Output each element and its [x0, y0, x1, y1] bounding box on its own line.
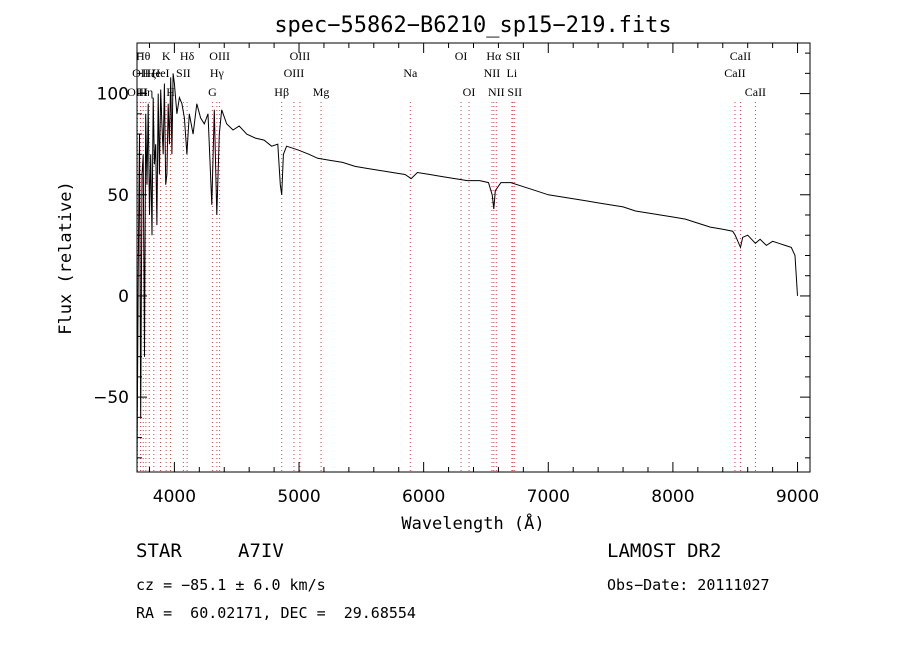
y-tick-label: 50: [107, 186, 129, 206]
line-label: OI: [455, 49, 468, 63]
x-axis-label: Wavelength (Å): [401, 512, 544, 534]
line-label: CaII: [730, 49, 751, 63]
survey-name: LAMOST DR2: [607, 540, 722, 562]
y-axis-label: Flux (relative): [56, 181, 76, 335]
object-class: STAR: [136, 540, 182, 562]
y-tick-label: 100: [97, 85, 129, 105]
line-label: Hζ: [142, 66, 156, 80]
line-label: G: [208, 85, 217, 99]
chart-title: spec−55862−B6210_sp15−219.fits: [274, 13, 671, 38]
redshift-text: cz = −85.1 ± 6.0 km/s: [136, 576, 326, 594]
line-label: SII: [506, 49, 521, 63]
line-label: Na: [403, 66, 418, 80]
x-tick-label: 5000: [277, 487, 320, 507]
y-tick-label: −50: [93, 388, 129, 408]
y-tick-label: 0: [118, 287, 129, 307]
line-label: OI: [463, 85, 476, 99]
line-label: Hβ: [274, 85, 289, 99]
x-tick-label: 9000: [776, 487, 819, 507]
obs-date: Obs−Date: 20111027: [607, 576, 770, 594]
emission-line-labels: OIIIOIIHθHηHζHeHeIKHSIIHδGHγOIIIHβOIIIOI…: [127, 49, 766, 99]
line-label: Hδ: [180, 49, 195, 63]
line-label: K: [162, 49, 171, 63]
x-tick-label: 6000: [402, 487, 445, 507]
line-label: Hγ: [210, 66, 225, 80]
line-label: CaII: [745, 85, 766, 99]
axis-tick-labels: 4000 5000 6000 7000 8000 9000 −50 0 50 100: [93, 85, 819, 507]
line-label: HeI: [152, 66, 170, 80]
x-tick-label: 4000: [153, 487, 196, 507]
line-label: Li: [507, 66, 518, 80]
plot-frame: [136, 42, 811, 473]
line-label: OIII: [284, 66, 305, 80]
line-label: Hη: [138, 85, 153, 99]
line-label: CaII: [724, 66, 745, 80]
line-label: OIII: [209, 49, 230, 63]
x-tick-label: 7000: [527, 487, 570, 507]
line-label: Mg: [313, 85, 330, 99]
axis-ticks: [137, 43, 810, 472]
line-label: NII: [484, 66, 501, 80]
emission-lines: [136, 102, 756, 472]
x-tick-label: 8000: [651, 487, 694, 507]
object-subclass: A7IV: [238, 540, 284, 562]
line-label: OIII: [290, 49, 311, 63]
line-label: NII: [488, 85, 505, 99]
line-label: He: [147, 66, 161, 80]
line-label: SII: [176, 66, 191, 80]
ra-dec: RA = 60.02171, DEC = 29.68554: [136, 604, 416, 622]
line-label: SII: [507, 85, 522, 99]
spectrum-series: [136, 73, 798, 469]
line-label: Hθ: [136, 49, 151, 63]
line-label: Hα: [486, 49, 502, 63]
